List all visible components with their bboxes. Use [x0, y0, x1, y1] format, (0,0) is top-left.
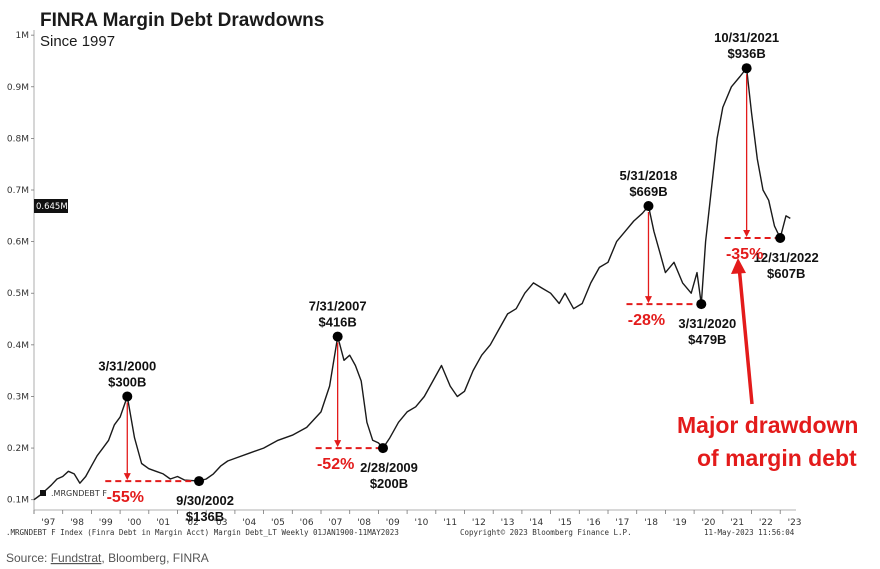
x-tick-label: '20 [701, 518, 715, 528]
y-tick-label: 0.6M [7, 238, 29, 248]
current-value-label: 0.645M [36, 202, 68, 212]
chart-title: FINRA Margin Debt Drawdowns [40, 10, 324, 31]
drawdown-pct-label: -35% [726, 246, 763, 263]
x-tick-label: '16 [587, 518, 601, 528]
drawdown-annotations: 3/31/2000$300B 9/30/2002$136B -55% 7/31/200… [98, 30, 818, 524]
callout-line-2: of margin debt [697, 445, 857, 471]
source-fundstrat: Fundstrat [51, 551, 102, 565]
drawdown-arrowhead [334, 440, 342, 448]
x-tick-label: '06 [300, 518, 314, 528]
trough-date-label: 2/28/2009 [360, 460, 418, 475]
callout-arrow-shaft [737, 265, 754, 405]
x-tick-label: '22 [759, 518, 773, 528]
drawdown-4: 10/31/2021$936B 12/31/2022$607B -35% [714, 30, 819, 281]
drawdown-pct-label: -52% [317, 456, 354, 473]
x-tick-label: '10 [414, 518, 428, 528]
peak-marker [741, 63, 752, 74]
x-tick-label: '12 [472, 518, 486, 528]
x-tick-label: '02 [185, 518, 199, 528]
drawdown-arrowhead [644, 296, 652, 304]
trough-value-label: $479B [688, 332, 726, 347]
peak-value-label: $416B [318, 315, 356, 330]
peak-value-label: $936B [727, 46, 765, 61]
y-tick-label: 0.8M [7, 134, 29, 144]
current-value-badge [34, 199, 68, 213]
footer-mid: Copyright© 2023 Bloomberg Finance L.P. [460, 528, 632, 537]
trough-value-label: $607B [767, 266, 805, 281]
y-tick-label: 0.1M [7, 496, 29, 506]
peak-date-label: 5/31/2018 [620, 168, 678, 183]
y-tick-label: 0.3M [7, 392, 29, 402]
margin-debt-series-line [33, 67, 791, 501]
peak-value-label: $300B [108, 374, 146, 389]
drawdown-1: 3/31/2000$300B 9/30/2002$136B -55% [98, 358, 234, 524]
y-axis: 0.1M 0.2M 0.3M 0.4M 0.5M 0.6M 0.7M 0.8M 0.9M 1M [7, 30, 35, 514]
x-tick-label: '21 [730, 518, 744, 528]
x-tick-label: '17 [615, 518, 629, 528]
x-tick-label: '99 [99, 518, 113, 528]
drawdown-pct-label: -28% [628, 312, 665, 329]
footer-left: .MRGNDEBT F Index (Finra Debt in Margin … [6, 528, 399, 537]
x-tick-label: '19 [673, 518, 687, 528]
x-tick-label: '09 [386, 518, 400, 528]
trough-marker [377, 443, 388, 454]
x-tick-label: '13 [501, 518, 515, 528]
drawdown-2: 7/31/2007$416B 2/28/2009$200B -52% [309, 299, 418, 491]
x-tick-label: '97 [41, 518, 55, 528]
drawdown-pct-label: -55% [107, 489, 144, 506]
x-tick-label: '01 [156, 518, 170, 528]
trough-value-label: $136B [186, 509, 224, 524]
x-tick-label: '05 [271, 518, 285, 528]
x-tick-label: '98 [70, 518, 84, 528]
peak-date-label: 10/31/2021 [714, 30, 779, 45]
trough-marker [194, 476, 205, 487]
x-tick-label: '18 [644, 518, 658, 528]
x-tick-label: '08 [357, 518, 371, 528]
source-prefix: Source: [6, 551, 51, 565]
x-tick-label: '23 [788, 518, 802, 528]
drawdown-arrowhead [743, 230, 751, 237]
peak-date-label: 7/31/2007 [309, 299, 367, 314]
y-tick-label: 0.5M [7, 289, 29, 299]
peak-marker [122, 391, 133, 402]
trough-date-label: 9/30/2002 [176, 493, 234, 508]
legend-label: .MRGNDEBT F [51, 489, 107, 498]
callout-line-1: Major drawdown [677, 412, 858, 438]
callout-arrow-head [731, 258, 746, 274]
drawdown-arrowhead [123, 473, 131, 481]
x-tick-label: '00 [127, 518, 141, 528]
x-tick-label: '15 [558, 518, 572, 528]
peak-date-label: 3/31/2000 [98, 358, 156, 373]
trough-marker [696, 299, 707, 310]
footer-right: 11-May-2023 11:56:04 [704, 528, 795, 537]
x-tick-label: '14 [529, 518, 543, 528]
y-tick-label: 1M [16, 31, 30, 41]
trough-date-label: 3/31/2020 [678, 316, 736, 331]
peak-marker [643, 201, 654, 211]
y-tick-label: 0.2M [7, 444, 29, 454]
y-tick-label: 0.4M [7, 341, 29, 351]
chart-subtitle: Since 1997 [40, 33, 115, 50]
x-tick-label: '03 [214, 518, 228, 528]
trough-marker [775, 233, 786, 243]
y-tick-label: 0.9M [7, 83, 29, 93]
drawdown-3: 5/31/2018$669B 3/31/2020$479B -28% [620, 168, 737, 347]
legend-swatch [40, 490, 46, 496]
source-rest: , Bloomberg, FINRA [101, 551, 208, 565]
y-tick-label: 0.7M [7, 186, 29, 196]
trough-value-label: $200B [370, 476, 408, 491]
x-tick-label: '04 [242, 518, 256, 528]
peak-marker [332, 331, 343, 342]
x-axis: '97 '98 '99 '00 '01 '02 '03 '04 '05 '06 '07 '08 '09 '… [33, 509, 802, 528]
trough-date-label: 12/31/2022 [754, 250, 819, 265]
source-line: Source: Fundstrat, Bloomberg, FINRA [6, 551, 209, 565]
peak-value-label: $669B [629, 184, 667, 199]
x-tick-label: '11 [443, 518, 457, 528]
x-tick-label: '07 [328, 518, 342, 528]
